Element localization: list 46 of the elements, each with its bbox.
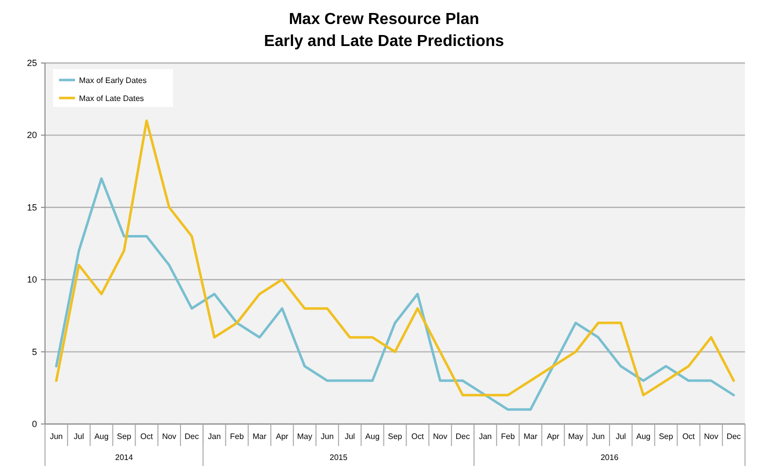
line-series [55,120,735,396]
x-tick-label: Aug [636,432,651,441]
x-tick-label: May [568,432,584,441]
x-tick-label: Nov [433,432,448,441]
x-tick-label: Sep [116,432,132,441]
text: 2014 [115,453,134,462]
x-tick-label: Mar [252,432,267,441]
x-tick-label: Aug [94,432,109,441]
line-series [55,177,735,411]
x-tick-label: Sep [658,432,674,441]
y-tick-label: 20 [26,130,37,140]
x-tick-label: Jun [592,432,605,441]
x-tick-label: Oct [411,432,425,441]
x-tick-label: Nov [162,432,176,441]
x-tick-label: Jul [616,432,626,441]
x-tick-label: Jan [208,432,221,441]
chart-subtitle: Early and Late Date Predictions [264,33,504,50]
x-tick-label: Nov [704,432,718,441]
x-tick-label: Mar [524,432,538,441]
x-tick-label: Dec [456,432,470,441]
y-tick-label: 10 [26,274,37,285]
y-tick-label: 15 [26,202,37,212]
x-tick-label: Jul [344,432,356,441]
x-tick-label: Dec [184,432,199,441]
x-tick-label: Apr [276,432,289,441]
x-tick-label: Apr [546,432,560,441]
x-tick-label: Feb [501,432,516,441]
x-tick-label: Aug [365,432,380,441]
x-tick-label: Jun [320,432,334,441]
y-tick-label: 5 [32,346,37,357]
x-tick-label: May [297,432,312,441]
x-tick-label: Oct [140,432,154,441]
x-tick-label: Jul [74,432,84,441]
x-tick-label: Sep [388,432,403,441]
x-tick-label: Oct [682,432,696,441]
chart-title: Max Crew Resource Plan [288,11,480,28]
y-tick-label: 25 [26,58,37,68]
text: 2015 [330,453,348,462]
legend-label: Max of Late Dates [79,94,144,103]
x-tick-label: Feb [230,432,244,441]
text: 2016 [600,453,619,462]
y-tick-label: 0 [32,419,37,429]
x-tick-label: Jun [50,432,63,441]
legend-label: Max of Early Dates [79,76,147,85]
x-tick-label: Jan [478,432,492,441]
x-tick-label: Dec [726,432,741,441]
